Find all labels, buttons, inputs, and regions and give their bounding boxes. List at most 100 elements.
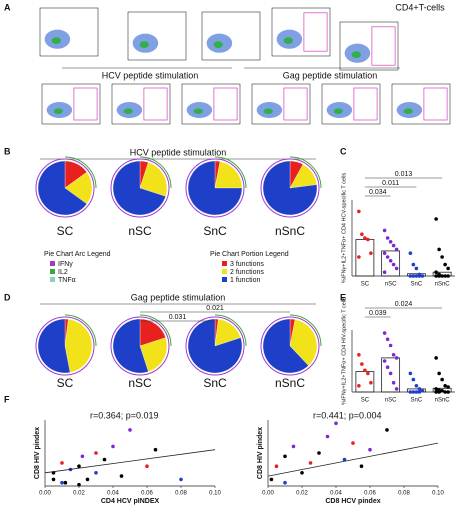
data-point (291, 444, 296, 449)
data-point (437, 371, 441, 376)
pie-arc (35, 158, 95, 218)
panel-letter: F (4, 394, 10, 404)
flow-plot (391, 83, 451, 125)
x-tick-label: nSnC (435, 282, 451, 288)
pie-arc (35, 316, 95, 376)
flow-gate (213, 87, 238, 121)
data-point (369, 380, 373, 385)
data-point (440, 377, 444, 382)
flow-core (51, 37, 61, 44)
flow-plot (251, 83, 311, 125)
data-point (283, 480, 287, 485)
x-tick-label: SnC (411, 398, 423, 404)
data-point (434, 274, 438, 278)
data-point (414, 274, 419, 278)
data-point (153, 447, 158, 452)
legend-title: Pie Chart Portion Legend (210, 251, 289, 258)
data-point (325, 434, 330, 439)
pie-arc (289, 314, 322, 347)
pie-arc (110, 316, 170, 376)
pie-slice (214, 161, 243, 189)
data-point (411, 262, 416, 267)
pie-arc (214, 156, 247, 189)
data-point (179, 477, 183, 482)
data-point (366, 371, 370, 376)
legend-swatch (222, 269, 227, 274)
legend-swatch (50, 269, 55, 274)
x-tick-label: 0.08 (175, 491, 187, 497)
x-tick-label: 0.04 (107, 491, 119, 497)
data-point (60, 461, 64, 465)
y-axis-label: %IFNγ+IL2+TNFα+ CD4 HIV-specific T cells (341, 297, 347, 405)
flow-gate (143, 87, 168, 121)
flow-core (123, 108, 133, 114)
x-tick-label: 0.04 (330, 491, 342, 497)
data-point (385, 428, 389, 432)
data-point (443, 262, 447, 267)
data-point (440, 255, 444, 259)
flow-plot (321, 83, 381, 125)
x-tick-label: SC (361, 398, 370, 404)
data-point (391, 262, 396, 267)
flow-core (213, 41, 223, 48)
trend-line (267, 442, 439, 477)
data-point (359, 464, 364, 469)
x-tick-label: SC (361, 282, 370, 288)
pie-arc (214, 314, 247, 347)
flow-gate (371, 26, 396, 66)
data-point (388, 259, 393, 263)
data-point (417, 387, 422, 391)
data-point (385, 337, 390, 342)
flow-core (139, 41, 149, 48)
row-label: HCV peptide stimulation (102, 70, 199, 80)
data-point (145, 464, 149, 469)
panel-letter: E (340, 292, 346, 302)
pie-arc (110, 158, 170, 218)
legend-label: TNFα (58, 277, 76, 284)
bracket-label: 0.011 (382, 180, 399, 187)
data-point (308, 461, 313, 465)
x-tick-label: 0.10 (432, 491, 444, 497)
data-point (351, 441, 355, 445)
data-point (77, 482, 81, 487)
data-point (394, 247, 399, 252)
data-point (382, 251, 387, 255)
x-tick-label: 0.00 (39, 491, 51, 497)
data-point (446, 385, 450, 389)
data-point (408, 274, 413, 278)
data-point (394, 266, 399, 271)
legend-swatch (50, 261, 55, 266)
data-point (388, 343, 393, 348)
data-point (443, 274, 447, 278)
bracket-label: 0.039 (369, 310, 387, 317)
data-point (357, 384, 361, 388)
data-point (446, 266, 450, 271)
data-point (434, 270, 438, 275)
bracket-label: 0.013 (395, 171, 413, 178)
data-point (440, 388, 444, 393)
data-point (414, 266, 419, 271)
data-point (408, 251, 413, 255)
pie-label: SnC (203, 224, 227, 238)
panel-letter: D (4, 292, 11, 302)
data-point (269, 477, 274, 482)
flow-core (333, 108, 343, 114)
data-point (111, 444, 115, 449)
pie-label: nSC (128, 224, 152, 238)
bracket-label: 0.031 (169, 314, 187, 321)
data-point (357, 353, 361, 357)
pie-slice (112, 318, 149, 374)
data-point (128, 428, 132, 432)
x-tick-label: 0.06 (364, 491, 376, 497)
pie-label: nSC (128, 376, 152, 390)
legend-swatch (222, 277, 227, 282)
data-point (357, 209, 361, 214)
data-point (437, 390, 441, 394)
x-tick-label: 0.08 (398, 491, 410, 497)
pie-arc (289, 156, 322, 189)
pie-group-title: Gag peptide stimulation (131, 292, 226, 302)
pie-group-title: HCV peptide stimulation (130, 147, 227, 157)
data-point (385, 236, 390, 240)
data-point (388, 371, 393, 376)
mean-bar (381, 357, 401, 393)
